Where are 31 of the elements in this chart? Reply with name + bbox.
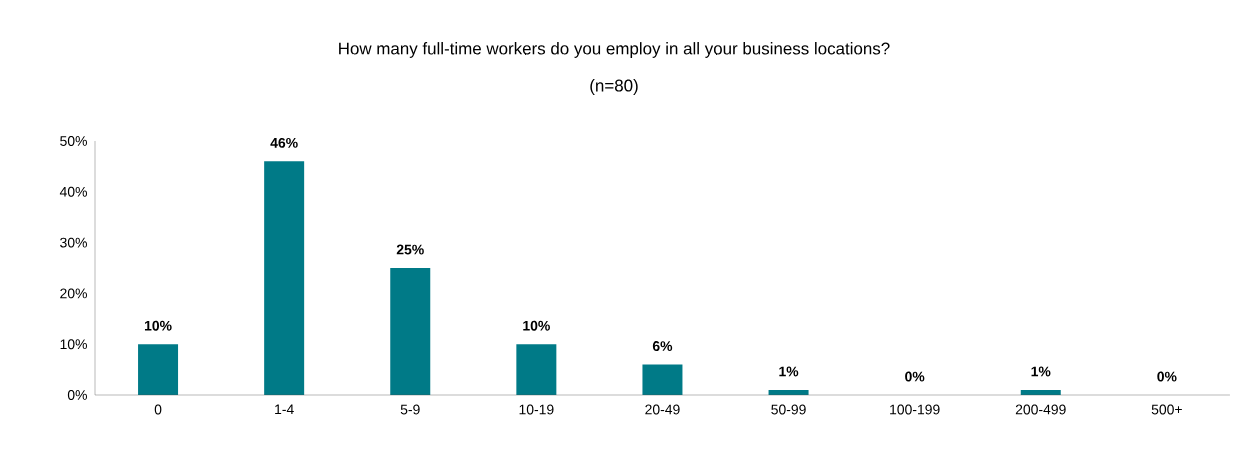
y-tick-label: 0% — [67, 390, 87, 400]
x-tick-label: 0 — [154, 404, 162, 415]
x-tick-label: 500+ — [1151, 404, 1182, 415]
data-label: 6% — [652, 341, 673, 351]
data-label: 0% — [1157, 371, 1177, 382]
x-tick-label: 100-199 — [890, 404, 940, 415]
y-tick-label: 30% — [60, 237, 87, 248]
bar — [516, 344, 557, 395]
bar — [264, 161, 305, 395]
y-tick-label: 40% — [59, 186, 87, 197]
data-label: 10% — [523, 320, 550, 331]
x-tick-label: 200-499 — [1015, 404, 1066, 415]
y-tick-label: 10% — [60, 339, 87, 350]
y-tick-label: 50% — [60, 136, 87, 146]
bar — [390, 268, 431, 395]
bar — [138, 344, 179, 395]
data-label: 10% — [144, 320, 172, 331]
data-label: 1% — [779, 366, 799, 377]
x-tick-label: 20-49 — [645, 404, 680, 415]
y-tick-label: 20% — [60, 288, 87, 299]
x-tick-label: 50-99 — [771, 404, 806, 415]
x-tick-label: 1-4 — [275, 404, 294, 415]
chart-title: How many full-time workers do you employ in all your business locations? — [339, 42, 890, 58]
x-tick-label: 10-19 — [519, 404, 554, 415]
data-label: 0% — [905, 371, 925, 382]
chart-subtitle: (n=80) — [590, 79, 638, 95]
data-label: 1% — [1031, 366, 1051, 377]
x-tick-label: 5-9 — [400, 404, 420, 415]
bar — [642, 364, 683, 395]
data-label: 25% — [396, 244, 424, 255]
data-label: 46% — [270, 137, 298, 148]
